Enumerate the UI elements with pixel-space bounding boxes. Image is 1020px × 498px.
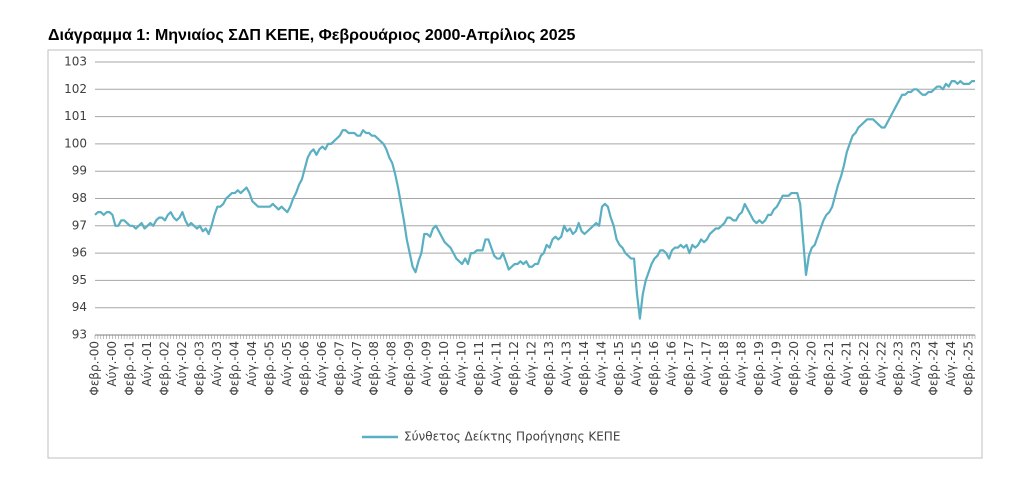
data-line	[94, 80, 975, 320]
x-tick-label: Φεβρ.-16	[647, 341, 661, 396]
y-tick-label: 103	[64, 55, 87, 69]
x-tick-label: Φεβρ.-21	[822, 341, 836, 396]
y-tick-label: 98	[72, 191, 87, 205]
x-tick-label: Φεβρ.-02	[157, 341, 171, 396]
x-tick-label: Φεβρ.-20	[787, 341, 801, 396]
x-tick-label: Φεβρ.-11	[472, 341, 486, 396]
y-tick-label: 100	[64, 136, 87, 150]
y-tick-label: 93	[72, 328, 87, 342]
x-tick-label: Αύγ.-07	[350, 341, 364, 387]
x-tick-label: Αύγ.-16	[664, 341, 678, 387]
x-tick-label: Φεβρ.-09	[402, 341, 416, 396]
x-tick-label: Φεβρ.-19	[752, 341, 766, 396]
chart-border	[47, 49, 983, 459]
x-tick-label: Αύγ.-17	[699, 341, 713, 387]
x-tick-label: Αύγ.-24	[944, 341, 958, 387]
x-tick-label: Αύγ.-20	[804, 341, 818, 387]
x-tick-label: Αύγ.-11	[490, 341, 504, 387]
x-tick-label: Αύγ.-19	[769, 341, 783, 387]
x-tick-label: Αύγ.-06	[315, 341, 329, 387]
x-tick-label: Φεβρ.-05	[262, 341, 276, 396]
x-tick-label: Φεβρ.-18	[717, 341, 731, 396]
x-tick-label: Αύγ.-01	[140, 341, 154, 387]
y-tick-label: 96	[72, 246, 87, 260]
x-tick-label: Φεβρ.-00	[88, 341, 102, 396]
x-tick-label: Φεβρ.-06	[297, 341, 311, 396]
x-tick-label: Φεβρ.-25	[962, 341, 976, 396]
y-tick-label: 101	[64, 109, 87, 123]
y-tick-label: 95	[72, 273, 87, 287]
y-tick-label: 94	[72, 300, 87, 314]
x-tick-label: Αύγ.-21	[839, 341, 853, 387]
x-tick-label: Αύγ.-23	[909, 341, 923, 387]
x-tick-label: Αύγ.-03	[210, 341, 224, 387]
x-tick-label: Αύγ.-13	[560, 341, 574, 387]
x-tick-label: Αύγ.-04	[245, 341, 259, 387]
x-tick-label: Αύγ.-08	[385, 341, 399, 387]
x-tick-label: Αύγ.-22	[874, 341, 888, 387]
legend-label: Σύνθετος Δείκτης Προήγησης ΚΕΠΕ	[404, 430, 620, 444]
x-tick-label: Φεβρ.-10	[437, 341, 451, 396]
x-tick-label: Φεβρ.-04	[227, 341, 241, 396]
x-tick-label: Αύγ.-05	[280, 341, 294, 387]
y-tick-label: 97	[72, 218, 87, 232]
x-tick-label: Αύγ.-18	[734, 341, 748, 387]
x-tick-label: Φεβρ.-08	[367, 341, 381, 396]
x-tick-label: Φεβρ.-15	[612, 341, 626, 396]
x-tick-label: Φεβρ.-07	[332, 341, 346, 396]
x-tick-label: Φεβρ.-14	[577, 341, 591, 396]
x-tick-label: Αύγ.-09	[420, 341, 434, 387]
x-tick-label: Φεβρ.-24	[927, 341, 941, 396]
x-tick-label: Αύγ.-15	[629, 341, 643, 387]
x-tick-label: Φεβρ.-22	[857, 341, 871, 396]
x-tick-label: Φεβρ.-17	[682, 341, 696, 396]
x-tick-label: Φεβρ.-03	[192, 341, 206, 396]
x-tick-label: Φεβρ.-23	[892, 341, 906, 396]
x-tick-label: Αύγ.-12	[525, 341, 539, 387]
y-tick-label: 102	[64, 82, 87, 96]
chart-title: Διάγραμμα 1: Μηνιαίος ΣΔΠ ΚΕΠΕ, Φεβρουάρ…	[48, 27, 576, 44]
x-tick-label: Φεβρ.-12	[507, 341, 521, 396]
x-tick-label: Αύγ.-00	[105, 341, 119, 387]
x-tick-label: Φεβρ.-13	[542, 341, 556, 396]
x-tick-label: Αύγ.-10	[455, 341, 469, 387]
x-tick-label: Αύγ.-14	[595, 341, 609, 387]
y-tick-label: 99	[72, 164, 87, 178]
x-tick-label: Φεβρ.-01	[122, 341, 136, 396]
x-tick-label: Αύγ.-02	[175, 341, 189, 387]
